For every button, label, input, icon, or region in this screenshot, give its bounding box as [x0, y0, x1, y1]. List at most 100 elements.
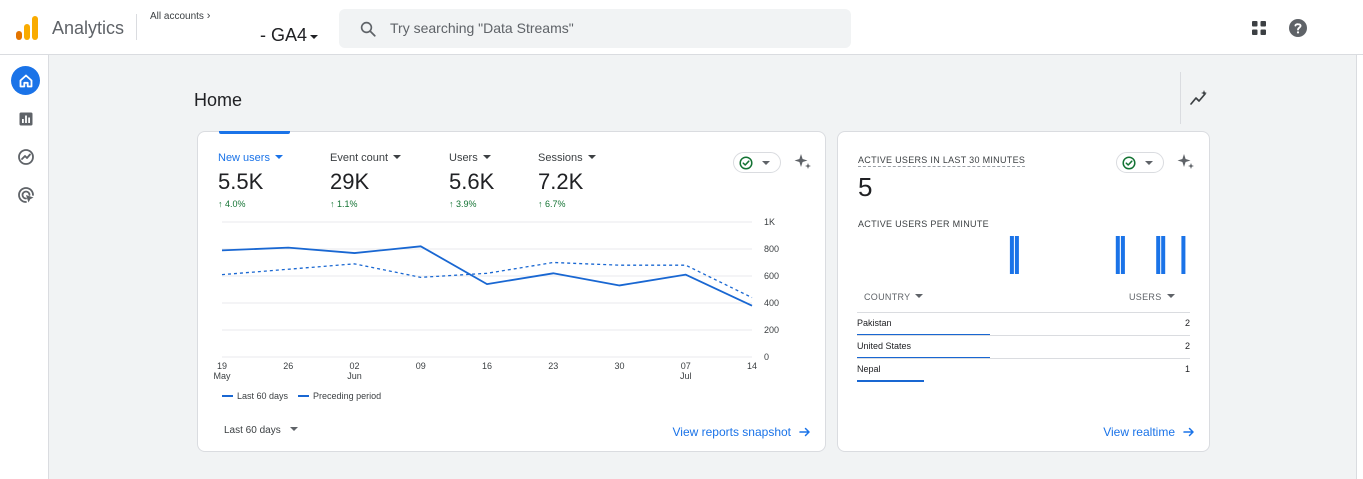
country-name: United States — [857, 341, 912, 351]
view-realtime-label: View realtime — [1103, 425, 1175, 439]
insights-icon[interactable] — [1189, 89, 1209, 107]
minute-bar[interactable] — [1120, 236, 1125, 274]
search-placeholder: Try searching "Data Streams" — [390, 20, 574, 36]
metric-label: Users — [449, 152, 494, 164]
minute-bar[interactable] — [1014, 236, 1019, 274]
caret-down-icon — [587, 155, 596, 159]
x-tick-month: May — [213, 371, 231, 381]
app-title: Analytics — [52, 18, 125, 38]
caret-down-icon — [482, 155, 491, 159]
country-users: 2 — [1184, 318, 1190, 328]
metric-value: 5.5K — [218, 169, 264, 194]
table-row[interactable]: Nepal 1 — [857, 358, 1190, 382]
realtime-active-users: 5 — [858, 172, 873, 202]
caret-down-icon — [289, 427, 298, 431]
country-column-header[interactable]: COUNTRY — [864, 292, 924, 302]
metric-change: ↑ 3.9% — [449, 199, 477, 209]
left-nav-rail — [0, 55, 49, 479]
x-tick-label: 02 — [349, 361, 359, 371]
legend-solid-swatch — [222, 395, 233, 397]
country-users: 1 — [1184, 364, 1190, 374]
caret-down-icon — [762, 160, 770, 165]
check-circle-icon — [739, 155, 753, 170]
chart-legend: Last 60 days Preceding period — [222, 391, 381, 401]
nav-reports[interactable] — [11, 104, 40, 133]
minute-bar[interactable] — [1161, 236, 1166, 274]
realtime-card: ACTIVE USERS IN LAST 30 MINUTES 5 ACTIVE… — [837, 131, 1210, 452]
page-scrollbar[interactable] — [1356, 55, 1363, 479]
account-breadcrumb-label: All accounts — [150, 11, 204, 22]
metric-event-count[interactable]: Event count 29K ↑ 1.1% — [330, 152, 402, 209]
metric-label-text: Event count — [330, 152, 389, 164]
caret-down-icon — [1145, 160, 1153, 165]
metric-label: Event count — [330, 152, 402, 164]
page-title: Home — [194, 90, 243, 110]
header-divider — [136, 14, 137, 40]
legend-dashed-swatch — [298, 395, 310, 397]
view-realtime-link[interactable]: View realtime — [1103, 425, 1195, 439]
minute-bar[interactable] — [1009, 236, 1014, 274]
property-selector[interactable]: - GA4 — [260, 25, 319, 46]
x-tick-month: Jun — [347, 371, 362, 381]
minute-bar[interactable] — [1156, 236, 1161, 274]
metric-change: ↑ 6.7% — [538, 199, 566, 209]
y-tick-label: 600 — [764, 271, 779, 281]
x-tick-label: 14 — [747, 361, 757, 371]
minute-bar[interactable] — [1115, 236, 1120, 274]
caret-down-icon — [393, 155, 402, 159]
overview-card: New users 5.5K ↑ 4.0% Event count 29K ↑ … — [197, 131, 826, 452]
home-icon — [19, 74, 32, 87]
metric-sessions[interactable]: Sessions 7.2K ↑ 6.7% — [538, 152, 596, 209]
x-tick-label: 30 — [614, 361, 624, 371]
x-tick-label: 23 — [548, 361, 558, 371]
metric-change: ↑ 4.0% — [218, 199, 246, 209]
per-minute-label: ACTIVE USERS PER MINUTE — [858, 219, 989, 229]
view-reports-snapshot-link[interactable]: View reports snapshot — [672, 425, 811, 439]
y-tick-label: 0 — [764, 352, 769, 362]
y-tick-label: 400 — [764, 298, 779, 308]
country-share-bar — [857, 380, 924, 382]
caret-down-icon — [274, 155, 283, 159]
sparkle-icon[interactable] — [793, 152, 813, 172]
country-name: Nepal — [857, 364, 881, 374]
caret-down-icon — [1166, 294, 1175, 298]
analytics-logo-icon[interactable] — [16, 16, 38, 40]
help-icon[interactable] — [1288, 18, 1308, 38]
date-range-dropdown[interactable]: Last 60 days — [224, 425, 298, 436]
metric-users[interactable]: Users 5.6K ↑ 3.9% — [449, 152, 494, 209]
realtime-title[interactable]: ACTIVE USERS IN LAST 30 MINUTES — [858, 155, 1026, 167]
minute-bar[interactable] — [1181, 236, 1186, 274]
table-row[interactable]: Pakistan 2 — [857, 312, 1190, 336]
view-reports-snapshot-label: View reports snapshot — [672, 425, 791, 439]
nav-home[interactable] — [11, 66, 40, 95]
caret-down-icon — [915, 294, 924, 298]
nav-explore[interactable] — [11, 142, 40, 171]
users-column-header[interactable]: USERS — [1129, 292, 1175, 302]
realtime-status-dropdown[interactable] — [1116, 152, 1164, 173]
y-tick-label: 200 — [764, 325, 779, 335]
data-status-dropdown[interactable] — [733, 152, 781, 173]
legend-previous: Preceding period — [313, 391, 382, 401]
arrow-right-icon — [799, 427, 810, 437]
nav-advertising[interactable] — [11, 180, 40, 209]
account-breadcrumb[interactable]: All accounts › — [150, 10, 210, 22]
x-tick-label: 07 — [681, 361, 691, 371]
y-tick-label: 1K — [764, 217, 775, 227]
x-tick-label: 26 — [283, 361, 293, 371]
sparkle-icon[interactable] — [1176, 152, 1196, 172]
apps-grid-icon[interactable] — [1251, 20, 1267, 36]
x-tick-label: 19 — [217, 361, 227, 371]
metric-new-users[interactable]: New users 5.5K ↑ 4.0% — [218, 152, 283, 209]
users-column-label: USERS — [1129, 292, 1162, 302]
table-row[interactable]: United States 2 — [857, 335, 1190, 359]
preceding-period-line — [221, 261, 753, 299]
x-tick-month: Jul — [680, 371, 692, 381]
metric-value: 29K — [330, 169, 370, 194]
selected-metric-indicator — [219, 131, 290, 134]
metric-label-text: New users — [218, 152, 270, 164]
country-users: 2 — [1184, 341, 1190, 351]
chevron-right-icon: › — [206, 10, 211, 22]
metric-label-text: Users — [449, 152, 478, 164]
search-bar[interactable]: Try searching "Data Streams" — [339, 9, 851, 48]
